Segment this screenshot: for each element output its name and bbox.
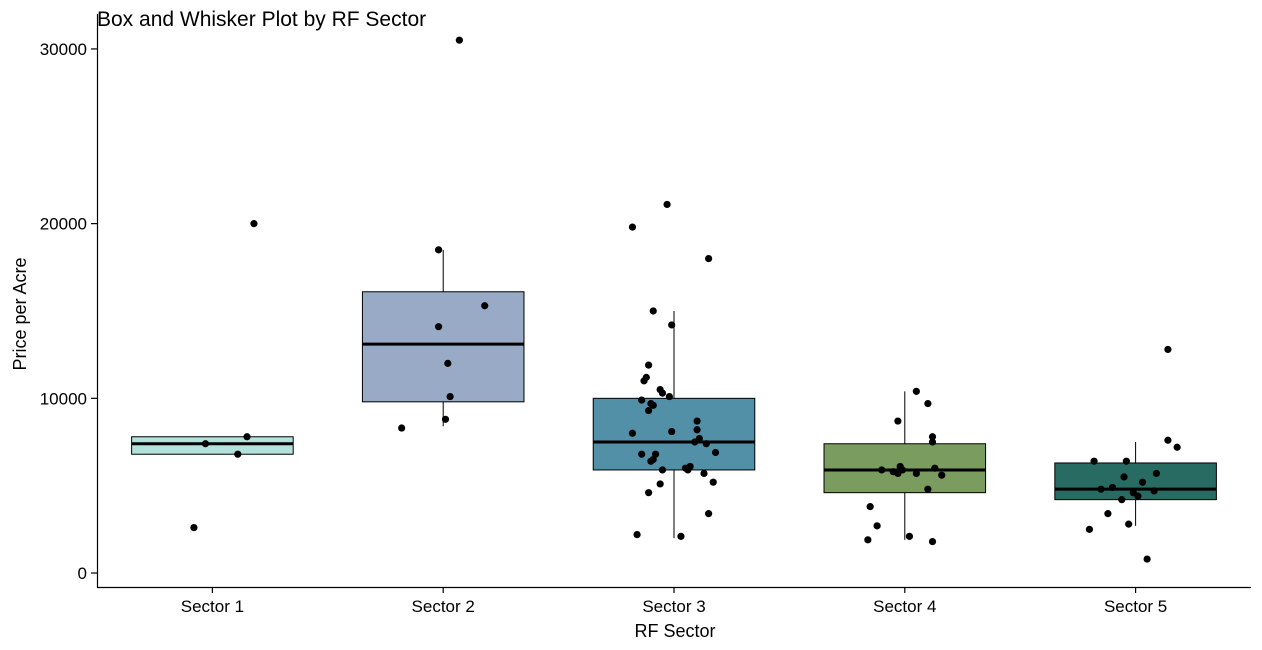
data-point (640, 377, 648, 385)
data-point (928, 438, 937, 446)
data-point (645, 489, 653, 497)
data-point (668, 321, 676, 329)
data-point (700, 469, 708, 478)
data-point (894, 417, 902, 425)
x-tick-label: Sector 3 (642, 597, 705, 616)
data-point (1134, 492, 1142, 500)
data-point (1090, 457, 1098, 465)
y-tick-label: 30000 (40, 40, 87, 59)
data-point (905, 532, 914, 540)
data-point (1164, 345, 1172, 354)
data-point (928, 433, 937, 441)
data-point (446, 392, 454, 401)
x-tick-label: Sector 1 (181, 597, 244, 616)
data-point (705, 510, 713, 518)
data-point (912, 387, 920, 395)
data-point (677, 532, 685, 540)
x-tick-label: Sector 4 (873, 597, 936, 616)
data-point (864, 536, 872, 544)
data-point (455, 36, 463, 44)
data-point (638, 396, 646, 404)
data-point (1108, 483, 1117, 492)
data-point (1085, 525, 1094, 533)
data-point (1122, 457, 1130, 465)
data-point (938, 471, 946, 479)
data-point (711, 448, 720, 457)
data-point (658, 466, 667, 474)
data-point (665, 392, 673, 401)
data-point (928, 537, 937, 546)
data-point (234, 450, 242, 458)
data-point (709, 478, 717, 486)
data-point (931, 464, 939, 472)
data-point (1150, 487, 1158, 495)
data-point (1118, 496, 1126, 504)
data-point (628, 429, 637, 437)
data-point (894, 469, 902, 478)
data-point (628, 223, 637, 231)
data-point (663, 200, 671, 209)
data-point (1097, 485, 1105, 493)
data-point (693, 417, 701, 425)
x-tick-label: Sector 5 (1104, 597, 1167, 616)
y-axis-label: Price per Acre (10, 257, 30, 370)
data-point (924, 485, 932, 493)
data-point (656, 480, 664, 488)
data-point (190, 524, 198, 532)
data-point (1120, 473, 1128, 481)
data-point (1125, 520, 1133, 528)
data-point (434, 246, 443, 254)
data-point (649, 401, 657, 409)
data-point (649, 307, 657, 315)
x-axis-label: RF Sector (634, 621, 715, 641)
data-point (1152, 469, 1160, 478)
data-point (1104, 510, 1112, 518)
data-point (878, 466, 886, 474)
data-point (434, 323, 443, 331)
data-point (668, 427, 676, 436)
data-point (693, 426, 701, 434)
box-iqr (592, 397, 756, 471)
data-point (243, 433, 251, 441)
data-point (250, 220, 258, 228)
data-point (645, 406, 653, 415)
y-tick-label: 0 (78, 564, 87, 583)
data-point (912, 469, 920, 478)
y-tick-label: 10000 (40, 389, 87, 408)
data-point (658, 389, 667, 397)
data-point (638, 450, 646, 458)
y-tick-label: 20000 (40, 215, 87, 234)
plot-area (131, 36, 1217, 563)
data-point (1143, 555, 1151, 563)
data-point (705, 254, 713, 263)
data-point (633, 530, 641, 539)
box-iqr (131, 436, 294, 455)
x-tick-label: Sector 2 (412, 597, 475, 616)
data-point (201, 440, 210, 448)
data-point (481, 302, 489, 310)
data-point (1173, 443, 1181, 451)
data-point (1164, 436, 1172, 444)
data-point (684, 466, 692, 474)
data-point (924, 399, 932, 408)
box-iqr (361, 291, 525, 403)
data-point (702, 440, 710, 448)
data-point (645, 361, 653, 369)
data-point (444, 359, 452, 367)
data-point (647, 457, 655, 465)
data-point (873, 522, 881, 530)
data-point (691, 438, 699, 446)
data-point (1138, 478, 1147, 486)
chart-title: Box and Whisker Plot by RF Sector (97, 8, 426, 31)
data-point (398, 424, 406, 432)
data-point (866, 503, 874, 511)
data-point (441, 415, 450, 423)
